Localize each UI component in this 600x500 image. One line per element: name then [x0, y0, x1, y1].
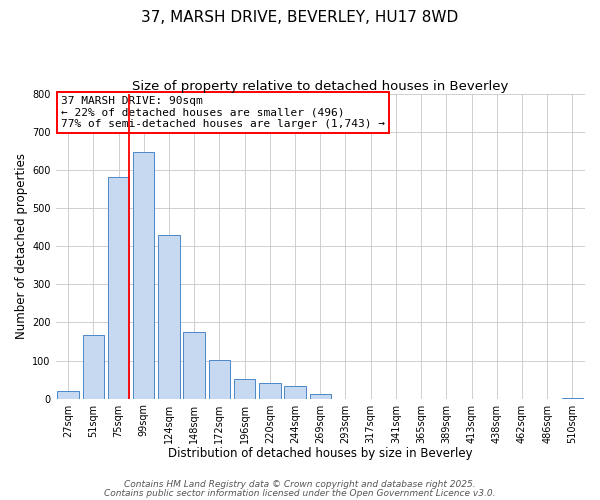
- Bar: [284, 386, 306, 398]
- Bar: [83, 334, 104, 398]
- Text: Contains public sector information licensed under the Open Government Licence v3: Contains public sector information licen…: [104, 490, 496, 498]
- Bar: [234, 379, 256, 398]
- Title: Size of property relative to detached houses in Beverley: Size of property relative to detached ho…: [132, 80, 508, 93]
- Bar: [184, 332, 205, 398]
- Bar: [259, 384, 281, 398]
- Text: 37, MARSH DRIVE, BEVERLEY, HU17 8WD: 37, MARSH DRIVE, BEVERLEY, HU17 8WD: [142, 10, 458, 25]
- Bar: [108, 176, 129, 398]
- Text: 37 MARSH DRIVE: 90sqm
← 22% of detached houses are smaller (496)
77% of semi-det: 37 MARSH DRIVE: 90sqm ← 22% of detached …: [61, 96, 385, 129]
- Bar: [158, 235, 180, 398]
- Bar: [310, 394, 331, 398]
- Text: Contains HM Land Registry data © Crown copyright and database right 2025.: Contains HM Land Registry data © Crown c…: [124, 480, 476, 489]
- Y-axis label: Number of detached properties: Number of detached properties: [15, 154, 28, 340]
- Bar: [58, 391, 79, 398]
- Bar: [209, 360, 230, 399]
- Bar: [133, 152, 154, 398]
- X-axis label: Distribution of detached houses by size in Beverley: Distribution of detached houses by size …: [168, 447, 473, 460]
